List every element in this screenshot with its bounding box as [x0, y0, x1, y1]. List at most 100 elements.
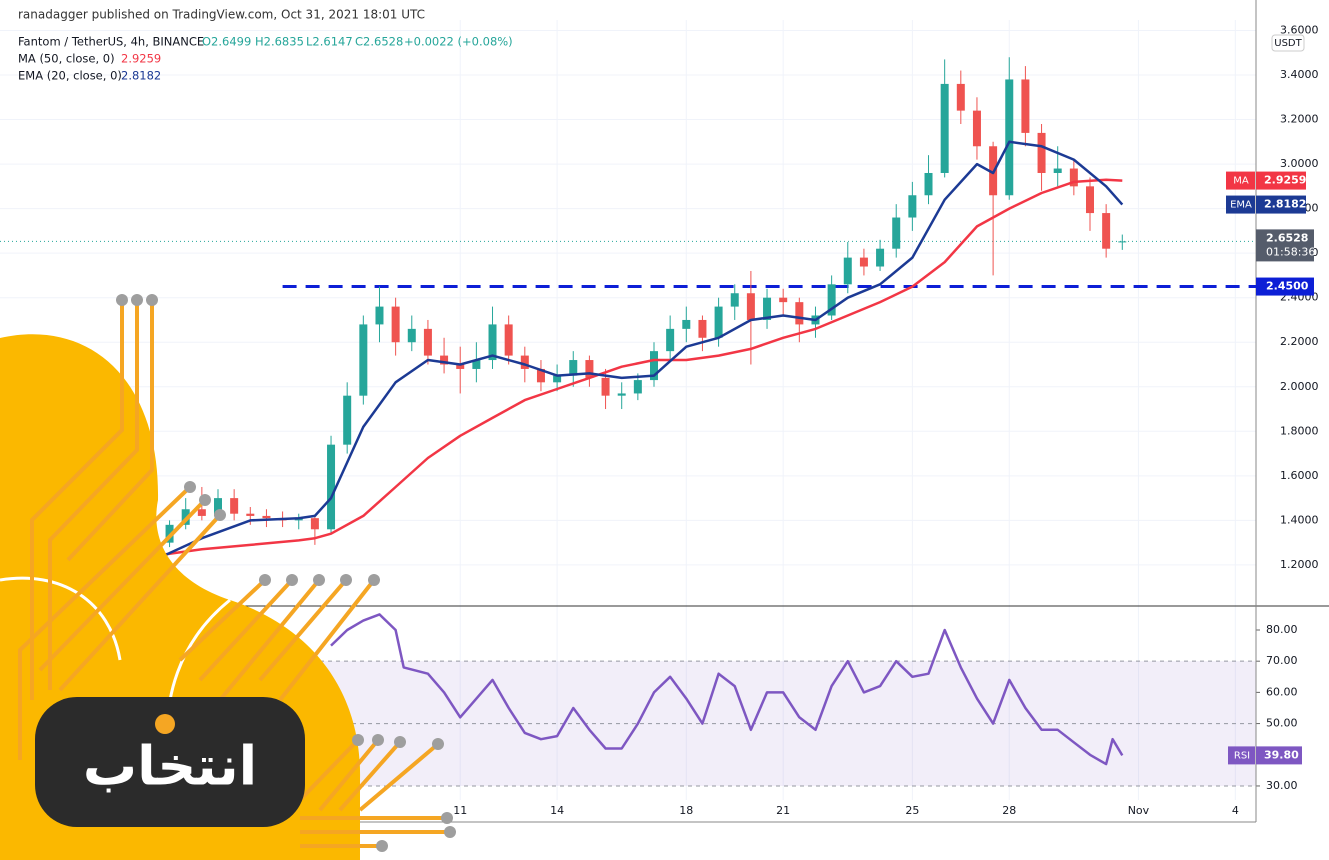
- series-tag: [1256, 171, 1306, 190]
- ohlc-open: O2.6499: [202, 35, 251, 49]
- candle-body: [520, 355, 529, 369]
- candle-body: [649, 351, 658, 381]
- candle-body: [617, 393, 626, 396]
- candle-body: [359, 324, 368, 396]
- series-tag-name-label: MA: [1233, 176, 1249, 187]
- candle-body: [407, 328, 416, 343]
- x-tick-label: Nov: [1128, 804, 1150, 817]
- candle-body: [456, 364, 465, 369]
- ma-line: [153, 178, 1123, 558]
- legend-value: 2.9259: [121, 52, 161, 66]
- ohlc-change: +0.0022 (+0.08%): [404, 35, 513, 49]
- y-tick-label: 2.2000: [1280, 335, 1319, 348]
- series-tag-label: 2.8182: [1264, 198, 1306, 211]
- candle-body: [940, 83, 949, 173]
- price-tag: [1256, 277, 1314, 296]
- logo-coin: [155, 714, 175, 734]
- rsi-tick-label: 60.00: [1266, 685, 1298, 698]
- candle-body: [585, 360, 594, 378]
- candle-body: [391, 306, 400, 343]
- candle-body: [1085, 186, 1094, 214]
- series-tag-name-label: EMA: [1230, 200, 1252, 211]
- price-tag: [1256, 229, 1314, 262]
- candle-body: [924, 172, 933, 196]
- candle-body: [423, 328, 432, 356]
- attribution: ranadagger published on TradingView.com,…: [18, 8, 425, 22]
- candle-body: [343, 395, 352, 445]
- candle-body: [859, 257, 868, 267]
- candle-body: [375, 306, 384, 325]
- candle-body: [230, 498, 239, 514]
- y-tick-label: 2.0000: [1280, 380, 1319, 393]
- x-tick-label: 18: [679, 804, 693, 817]
- candle-body: [536, 368, 545, 383]
- x-tick-label: 25: [905, 804, 919, 817]
- candle-body: [197, 509, 206, 516]
- candle-body: [246, 513, 255, 516]
- x-tick-label: 21: [776, 804, 790, 817]
- candle-body: [601, 377, 610, 396]
- logo-dots: [116, 294, 456, 852]
- candle-body: [908, 195, 917, 218]
- price-tag-label: 2.6528: [1266, 231, 1308, 244]
- watermark: انتخاب: [83, 735, 257, 798]
- candle-body: [440, 355, 449, 365]
- candle-body: [972, 110, 981, 147]
- candle-body: [1005, 79, 1014, 196]
- candle-body: [1037, 132, 1046, 173]
- ma-legend: MA (50, close, 0): [18, 52, 115, 66]
- candle-body: [892, 217, 901, 249]
- y-tick-label: 3.2000: [1280, 113, 1319, 126]
- series-tag: [1256, 195, 1306, 214]
- rsi-tag-name: [1228, 746, 1255, 765]
- candle-body: [262, 515, 271, 519]
- y-tick-label: 1.6000: [1280, 469, 1319, 482]
- candle-body: [569, 360, 578, 376]
- x-tick-label: 11: [453, 804, 467, 817]
- x-tick-label: 14: [550, 804, 564, 817]
- y-tick-label: 3.6000: [1280, 23, 1319, 36]
- logo-circuit: [18, 300, 450, 848]
- price-tag-label: 2.4500: [1266, 280, 1309, 293]
- rsi-tag-label: 39.80: [1264, 748, 1299, 761]
- y-tick-label: 1.8000: [1280, 424, 1319, 437]
- candle-body: [827, 284, 836, 316]
- candle-body: [327, 444, 336, 530]
- candle-body: [730, 293, 739, 307]
- symbol-title: Fantom / TetherUS, 4h, BINANCE: [18, 35, 204, 49]
- ohlc-close: C2.6528: [355, 35, 403, 49]
- y-tick-label: 3.0000: [1280, 157, 1319, 170]
- countdown: 01:58:36: [1266, 245, 1315, 258]
- y-tick-label: 1.4000: [1280, 513, 1319, 526]
- x-tick-label: 28: [1002, 804, 1016, 817]
- candle-body: [1069, 168, 1078, 187]
- candle-body: [504, 324, 513, 356]
- candle-body: [1021, 79, 1030, 133]
- candle-body: [795, 302, 804, 325]
- candle-body: [1118, 241, 1127, 243]
- candle-body: [956, 83, 965, 111]
- y-tick-label: 3.4000: [1280, 68, 1319, 81]
- candle-body: [472, 360, 481, 369]
- candle-body: [746, 293, 755, 320]
- ohlc-low: L2.6147: [306, 35, 353, 49]
- rsi-tag-name-label: RSI: [1234, 750, 1250, 761]
- ema-legend: EMA (20, close, 0): [18, 69, 122, 83]
- candle-body: [779, 297, 788, 303]
- rsi-tick-label: 30.00: [1266, 779, 1298, 792]
- rsi-line: [330, 613, 1124, 766]
- candle-body: [553, 375, 562, 383]
- candle-body: [213, 498, 222, 516]
- candle-body: [876, 248, 885, 267]
- rsi-tick-label: 70.00: [1266, 654, 1298, 667]
- candle-body: [763, 297, 772, 320]
- y-tick-label: 1.2000: [1280, 558, 1319, 571]
- candle-body: [310, 518, 319, 530]
- candle-body: [488, 324, 497, 361]
- candle-body: [682, 319, 691, 329]
- candle-body: [714, 306, 723, 338]
- candle-body: [698, 319, 707, 338]
- legend-value: 2.8182: [121, 69, 161, 83]
- series-tag-name: [1226, 195, 1255, 214]
